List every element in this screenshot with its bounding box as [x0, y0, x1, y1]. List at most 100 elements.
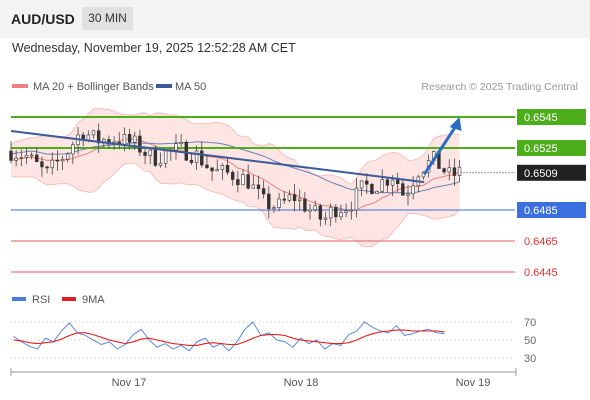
candle-body: [246, 174, 250, 189]
candle-body: [406, 193, 410, 196]
candle-body: [200, 150, 204, 166]
candle-body: [35, 154, 39, 163]
candle-body: [189, 159, 194, 163]
candle-body: [292, 194, 297, 201]
candle-body: [344, 210, 348, 213]
candle-body: [298, 198, 302, 201]
candle-body: [395, 179, 400, 184]
candle-body: [282, 198, 286, 201]
candle-body: [375, 191, 379, 194]
candle-body: [318, 205, 323, 220]
candle-body: [287, 194, 292, 201]
level-label-0.6485: 0.6485: [524, 205, 558, 217]
price-levels: [11, 116, 515, 273]
ma50-legend-label: MA 50: [175, 81, 206, 93]
candle-body: [179, 141, 183, 145]
rsi-tick-30: 30: [524, 353, 536, 365]
candle-body: [401, 183, 405, 196]
rsi-ma-legend-swatch: [62, 297, 76, 301]
candle-body: [328, 206, 333, 219]
level-label-0.6525: 0.6525: [524, 143, 558, 155]
candle-body: [71, 144, 75, 155]
timeframe-badge[interactable]: 30 MIN: [82, 7, 133, 30]
candle-body: [339, 212, 343, 218]
level-label-0.6445: 0.6445: [524, 267, 558, 279]
candle-body: [390, 179, 395, 186]
candle-body: [411, 185, 415, 195]
ma20-legend-swatch: [12, 84, 28, 88]
candle-body: [29, 154, 34, 157]
current-price-box: [517, 164, 586, 181]
candle-body: [86, 134, 91, 141]
chart-overlays: [10, 117, 462, 184]
candle-body: [385, 179, 390, 186]
price-labels: 0.6545 0.6525 0.6485 0.6465 0.6445 0.6509: [517, 109, 586, 279]
candle-body: [50, 159, 54, 169]
candle-body: [220, 165, 225, 170]
projection-arrow-head: [449, 117, 462, 131]
candle-body: [40, 161, 44, 168]
projection-arrow-shaft: [423, 124, 458, 176]
candle-body: [148, 149, 152, 156]
candle-body: [380, 179, 384, 192]
level-label-0.6465: 0.6465: [524, 236, 558, 248]
candle-body: [359, 180, 364, 189]
candle-body: [9, 150, 13, 161]
level-label-box-0.6485: [517, 202, 586, 218]
candle-body: [174, 143, 178, 151]
symbol-title: AUD/USD: [11, 11, 75, 27]
candle-body: [256, 184, 261, 189]
candle-body: [349, 209, 353, 212]
candle-body: [236, 179, 240, 186]
candle-body: [55, 159, 60, 162]
candle-body: [452, 167, 457, 176]
candle-body: [442, 168, 446, 173]
candle-body: [457, 166, 462, 176]
candle-body: [354, 187, 359, 211]
rsi-tick-70: 70: [524, 317, 536, 329]
candle-body: [122, 133, 127, 145]
candle-body: [194, 150, 199, 163]
timestamp: Wednesday, November 19, 2025 12:52:28 AM…: [12, 41, 296, 55]
trendline: [10, 129, 425, 184]
candle-body: [153, 149, 158, 166]
header-bar: AUD/USD 30 MIN: [0, 0, 590, 38]
rsi-tick-50: 50: [524, 335, 536, 347]
candle-body: [365, 180, 369, 185]
candle-body: [277, 198, 281, 208]
candle-body: [210, 167, 214, 172]
candle-body: [267, 193, 271, 210]
candle-body: [225, 165, 230, 173]
rsi-ma-legend-label: 9MA: [82, 294, 105, 306]
candle-body: [60, 158, 65, 162]
candle-body: [45, 166, 49, 169]
x-axis: Nov 17 Nov 18 Nov 19: [10, 368, 517, 389]
rsi-series-RSI: [13, 321, 445, 352]
candle-body: [133, 135, 137, 143]
rsi-legend-label: RSI: [32, 294, 50, 306]
candle-body: [370, 183, 374, 194]
candle-body: [66, 153, 70, 160]
x-tick-Nov-19: Nov 19: [456, 377, 491, 389]
candle-body: [14, 157, 18, 161]
current-price-label: 0.6509: [524, 168, 558, 180]
ma50-legend-swatch: [156, 84, 172, 88]
candle-body: [241, 174, 245, 186]
rsi-legend-swatch: [12, 297, 26, 301]
candle-body: [96, 130, 101, 144]
candle-body: [272, 207, 276, 210]
candle-body: [205, 164, 209, 169]
ma20-legend-label: MA 20 + Bollinger Bands: [33, 81, 154, 93]
candle-body: [231, 172, 235, 180]
level-label-box-0.6525: [517, 140, 586, 156]
rsi-panel: 70 50 30: [11, 317, 536, 365]
candle-body: [163, 150, 168, 164]
candle-body: [308, 209, 312, 212]
candle-body: [447, 167, 451, 173]
ma20-line: [10, 138, 460, 212]
level-label-box-0.6545: [517, 109, 586, 125]
candle-body: [215, 169, 219, 172]
candle-body: [184, 141, 189, 161]
